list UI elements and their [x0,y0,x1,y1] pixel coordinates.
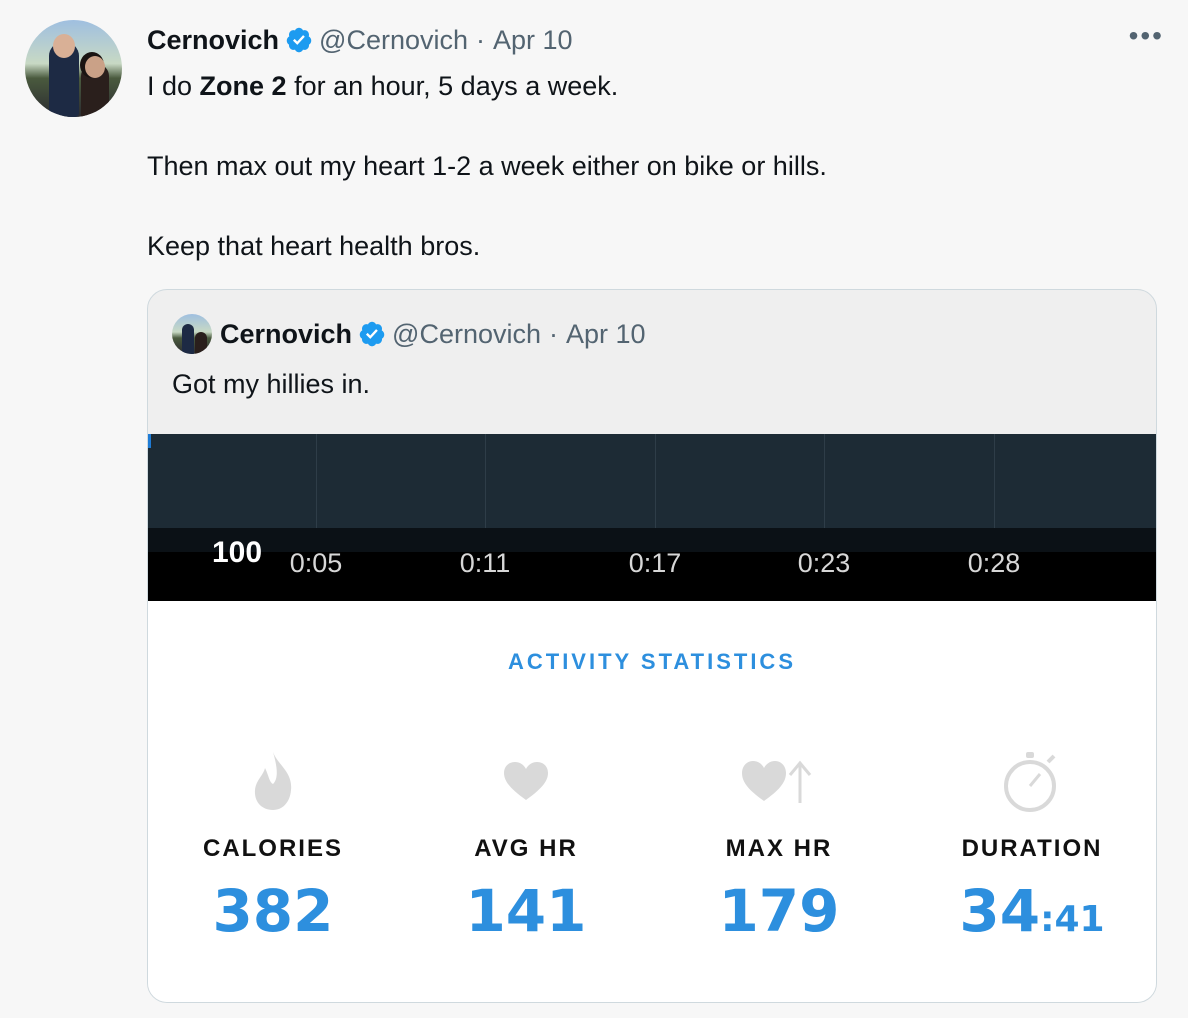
tweet-line-3: Keep that heart health bros. [147,231,481,261]
stat-value: 179 [718,877,840,945]
chart-tick-label: 0:05 [289,548,343,578]
chart-gridline [655,434,656,528]
quoted-tweet[interactable]: Cernovich @Cernovich · Apr 10 Got my hil… [147,289,1157,1003]
chart-tick-label: 0:11 [459,548,511,578]
stat-value: 34:41 [959,877,1105,945]
flame-icon [254,752,292,810]
chart-gridline [316,434,317,528]
stat-label: DURATION [961,835,1103,862]
quoted-author-avatar [172,314,212,354]
tweet-header: Cernovich @Cernovich · Apr 10 [147,20,573,60]
quoted-author-name: Cernovich [220,318,353,349]
stat-calories: CALORIES 382 [153,741,393,945]
activity-statistics-panel: ACTIVITY STATISTICS CALORIES 382 AVG HR … [148,601,1156,1002]
chart-y-label: 100 [212,536,263,569]
chart-gridline [994,434,995,528]
tweet-line-2: Then max out my heart 1-2 a week either … [147,151,827,181]
chart-tick-label: 0:17 [628,548,682,578]
stat-label: MAX HR [725,835,833,862]
chart-gridline [824,434,825,528]
heart-icon [504,762,548,800]
chart-axis-band-top [148,528,1156,552]
separator-dot: · [476,24,486,55]
quoted-tweet-text: Got my hillies in. [172,369,371,399]
stat-max-hr: MAX HR 179 [659,741,899,945]
stat-value: 382 [212,877,334,945]
tweet-bold-text: Zone 2 [199,71,287,101]
author-handle[interactable]: @Cernovich [319,24,469,55]
tweet-text: I do Zone 2 for an hour, 5 days a week. … [147,66,1147,306]
quoted-author-handle: @Cernovich [392,318,542,349]
stat-avg-hr: AVG HR 141 [406,741,646,945]
quoted-tweet-header: Cernovich @Cernovich · Apr 10 [220,314,646,354]
heart-rate-chart[interactable]: 100 0:05 0:11 0:17 0:23 0:28 [148,434,1156,601]
stats-title: ACTIVITY STATISTICS [507,649,796,674]
stat-duration: DURATION 34:41 [912,741,1152,945]
chart-tick-label: 0:23 [797,548,851,578]
stat-label: AVG HR [474,835,578,862]
author-name[interactable]: Cernovich [147,24,280,55]
verified-badge-icon [359,321,385,347]
separator-dot: · [549,318,559,349]
stat-value: 141 [465,877,587,945]
quoted-tweet-date: Apr 10 [566,318,646,349]
verified-badge-icon [286,27,312,53]
author-avatar[interactable] [25,20,122,117]
more-options-icon[interactable]: ••• [1128,20,1164,51]
chart-gridline [485,434,486,528]
heart-arrow-up-icon [742,760,812,803]
tweet-line-1: I do Zone 2 for an hour, 5 days a week. [147,71,619,101]
tweet-date[interactable]: Apr 10 [493,24,573,55]
stat-label: CALORIES [202,835,343,862]
stopwatch-icon [1004,752,1056,812]
chart-line-edge [148,434,151,448]
chart-tick-label: 0:28 [967,548,1021,578]
